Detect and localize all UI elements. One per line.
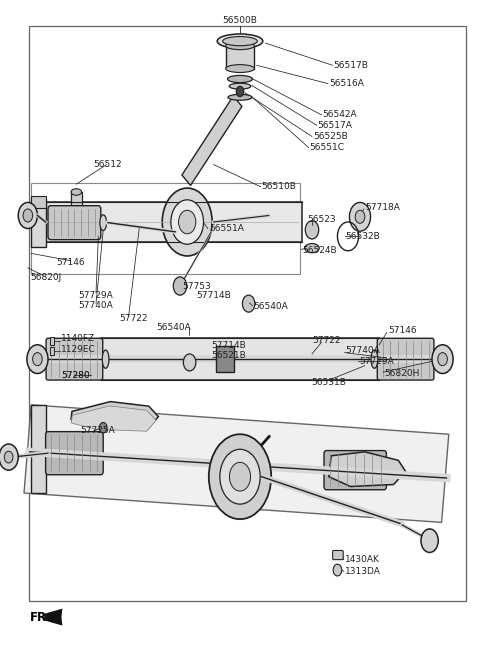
Ellipse shape xyxy=(217,34,263,48)
Text: 57714B: 57714B xyxy=(211,341,246,350)
Ellipse shape xyxy=(223,37,257,46)
Bar xyxy=(31,196,46,208)
Polygon shape xyxy=(71,402,158,428)
Ellipse shape xyxy=(228,76,252,83)
Ellipse shape xyxy=(102,350,109,368)
Text: 57718A: 57718A xyxy=(365,202,400,212)
Text: 57725A: 57725A xyxy=(81,426,115,436)
Circle shape xyxy=(432,345,453,374)
Bar xyxy=(50,337,54,345)
Text: 57729A: 57729A xyxy=(359,357,394,366)
Text: 57740A: 57740A xyxy=(78,301,113,310)
FancyBboxPatch shape xyxy=(324,451,386,490)
Text: 56517B: 56517B xyxy=(334,61,369,70)
FancyBboxPatch shape xyxy=(48,206,101,240)
Text: 56820H: 56820H xyxy=(384,369,420,378)
Circle shape xyxy=(183,354,196,371)
Circle shape xyxy=(33,353,42,366)
Circle shape xyxy=(305,221,319,239)
Text: 56516A: 56516A xyxy=(329,79,364,88)
Text: 56551A: 56551A xyxy=(209,224,244,233)
Text: 1129EC: 1129EC xyxy=(61,345,96,354)
Ellipse shape xyxy=(229,84,251,89)
Bar xyxy=(226,46,254,69)
Text: 57722: 57722 xyxy=(312,336,340,345)
Bar xyxy=(71,192,82,212)
Circle shape xyxy=(171,200,204,244)
Circle shape xyxy=(220,449,260,504)
Text: 56551C: 56551C xyxy=(310,143,345,152)
Ellipse shape xyxy=(100,215,107,231)
Text: 56540A: 56540A xyxy=(253,302,288,311)
Text: 57740A: 57740A xyxy=(346,346,380,355)
Ellipse shape xyxy=(71,189,82,195)
Text: 56532B: 56532B xyxy=(346,232,380,241)
Text: 56500B: 56500B xyxy=(223,16,257,25)
Text: 57280: 57280 xyxy=(61,371,90,380)
Text: 57146: 57146 xyxy=(57,258,85,267)
Ellipse shape xyxy=(226,65,254,72)
Text: 57280: 57280 xyxy=(61,371,90,380)
Polygon shape xyxy=(44,609,62,626)
Circle shape xyxy=(0,444,18,470)
Ellipse shape xyxy=(226,42,254,50)
Text: 56523: 56523 xyxy=(307,215,336,224)
Ellipse shape xyxy=(371,350,378,368)
Circle shape xyxy=(355,210,365,223)
Bar xyxy=(46,202,302,242)
Circle shape xyxy=(4,451,13,463)
Polygon shape xyxy=(24,405,449,522)
Bar xyxy=(50,347,54,355)
Text: 56542A: 56542A xyxy=(323,110,357,119)
Text: 56517A: 56517A xyxy=(318,121,353,130)
Circle shape xyxy=(18,202,37,229)
Text: 57146: 57146 xyxy=(388,326,417,335)
Text: 56820J: 56820J xyxy=(30,273,61,282)
Text: 56524B: 56524B xyxy=(302,246,337,255)
FancyBboxPatch shape xyxy=(46,338,103,380)
Text: 57753: 57753 xyxy=(182,281,211,291)
Text: 56521B: 56521B xyxy=(211,351,246,360)
Circle shape xyxy=(99,422,107,433)
Text: 57729A: 57729A xyxy=(78,291,113,300)
Text: 56525B: 56525B xyxy=(313,132,348,141)
Polygon shape xyxy=(31,199,46,247)
Text: 56512: 56512 xyxy=(94,160,122,169)
Polygon shape xyxy=(182,96,242,185)
Polygon shape xyxy=(329,452,406,486)
Circle shape xyxy=(421,529,438,552)
Polygon shape xyxy=(31,405,46,493)
Circle shape xyxy=(349,202,371,231)
Text: 56531B: 56531B xyxy=(311,378,346,387)
Text: 57714B: 57714B xyxy=(196,291,230,300)
Circle shape xyxy=(27,345,48,374)
Text: 57722: 57722 xyxy=(119,313,147,323)
Bar xyxy=(101,338,379,380)
Circle shape xyxy=(209,434,271,519)
FancyBboxPatch shape xyxy=(377,338,434,380)
Circle shape xyxy=(236,86,244,97)
Text: 1313DA: 1313DA xyxy=(345,567,381,576)
Text: 1140FZ: 1140FZ xyxy=(61,334,96,343)
Text: FR.: FR. xyxy=(30,611,52,624)
Circle shape xyxy=(162,188,212,256)
Bar xyxy=(216,346,234,372)
Circle shape xyxy=(173,277,187,295)
Polygon shape xyxy=(72,406,156,431)
Text: 1430AK: 1430AK xyxy=(345,555,380,564)
Bar xyxy=(31,183,300,274)
Circle shape xyxy=(333,564,342,576)
Ellipse shape xyxy=(228,95,252,100)
Text: 56510B: 56510B xyxy=(262,182,297,191)
FancyBboxPatch shape xyxy=(333,550,343,560)
Bar xyxy=(29,26,466,601)
Circle shape xyxy=(179,210,196,234)
Circle shape xyxy=(438,353,447,366)
Text: 56540A: 56540A xyxy=(156,323,191,332)
Circle shape xyxy=(242,295,255,312)
Circle shape xyxy=(23,209,33,222)
Circle shape xyxy=(229,462,251,491)
FancyBboxPatch shape xyxy=(46,432,103,475)
Ellipse shape xyxy=(305,244,319,253)
